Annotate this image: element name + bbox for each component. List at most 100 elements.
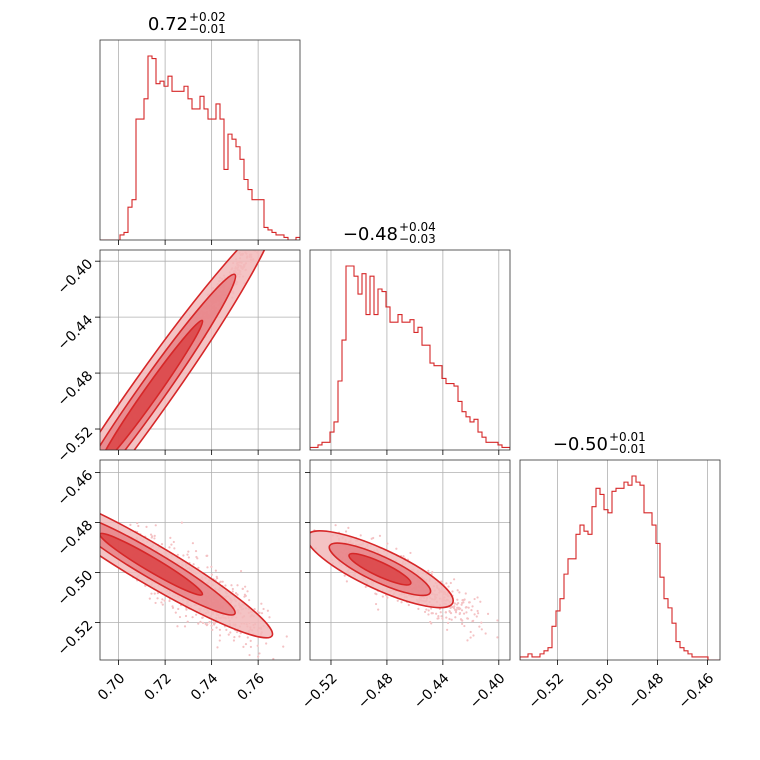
- sample-point: [177, 607, 180, 611]
- y-tick-label: −0.52: [55, 424, 97, 466]
- sample-point: [148, 597, 151, 600]
- sample-point: [269, 227, 271, 229]
- sample-point: [168, 546, 171, 549]
- sample-point: [229, 631, 232, 634]
- sample-point: [224, 584, 227, 587]
- sample-point: [244, 585, 247, 588]
- sample-point: [439, 611, 442, 614]
- scatter-panel-2-0: [100, 489, 288, 674]
- sample-point: [245, 248, 247, 250]
- sample-point: [215, 575, 218, 578]
- sample-point: [445, 616, 448, 619]
- sample-point: [400, 601, 403, 604]
- sample-point: [270, 221, 272, 223]
- sample-point: [244, 594, 247, 597]
- sample-point: [378, 534, 382, 537]
- sample-point: [129, 523, 132, 526]
- x-tick-label: −0.48: [626, 670, 668, 712]
- panel-frame: [519, 459, 721, 661]
- sample-point: [272, 657, 275, 660]
- parameter-title-minus: −0.01: [609, 442, 646, 456]
- sample-point: [496, 636, 499, 639]
- sample-point: [477, 612, 480, 615]
- sample-point: [238, 635, 241, 638]
- sample-point: [268, 616, 271, 619]
- sample-point: [435, 612, 438, 615]
- sample-point: [345, 580, 348, 583]
- sample-point: [286, 672, 288, 674]
- sample-point: [451, 590, 454, 593]
- density-contour-2: [100, 319, 204, 450]
- sample-point: [260, 602, 263, 605]
- sample-point: [249, 242, 251, 244]
- sample-point: [192, 563, 195, 566]
- sample-point: [201, 616, 204, 619]
- sample-point: [256, 241, 258, 243]
- sample-point: [473, 597, 476, 601]
- sample-point: [236, 593, 239, 596]
- sample-point: [465, 605, 468, 609]
- sample-point: [456, 589, 459, 592]
- sample-point: [423, 610, 427, 614]
- sample-point: [455, 603, 459, 606]
- sample-point: [458, 608, 461, 611]
- sample-point: [246, 245, 248, 247]
- sample-point: [456, 598, 459, 601]
- sample-point: [478, 625, 481, 628]
- data-layer: [100, 55, 720, 674]
- sample-point: [173, 547, 176, 550]
- sample-point: [262, 607, 265, 611]
- sample-point: [205, 554, 208, 558]
- sample-point: [409, 551, 412, 555]
- sample-point: [453, 605, 456, 608]
- panel-frame: [99, 459, 301, 661]
- sample-point: [282, 645, 285, 648]
- sample-point: [212, 623, 216, 626]
- sample-point: [153, 592, 156, 595]
- sample-point: [233, 635, 236, 639]
- sample-point: [170, 543, 173, 546]
- sample-point: [150, 536, 153, 539]
- x-tick-label: −0.46: [676, 670, 718, 712]
- ticks-layer: −0.52 −0.48 −0.44 −0.40 0.70 0.72 0.74 0.76 −0.5…: [55, 240, 718, 712]
- sample-point: [476, 596, 479, 599]
- sample-point: [178, 615, 182, 619]
- sample-point: [264, 233, 266, 235]
- titles-layer: 0.72 +0.02−0.01−0.48 +0.04−0.03−0.50 +0.01−…: [148, 10, 646, 456]
- sample-point: [454, 611, 458, 614]
- histogram-line-2: [520, 475, 720, 660]
- sample-point: [386, 542, 389, 545]
- sample-point: [449, 581, 452, 585]
- x-tick-label: 0.70: [95, 670, 128, 703]
- scatter-panel-2-1: [310, 524, 499, 642]
- sample-point: [195, 613, 198, 616]
- parameter-title-plus: +0.01: [609, 430, 646, 444]
- sample-point: [208, 621, 211, 624]
- sample-point: [154, 601, 157, 605]
- sample-point: [236, 584, 239, 587]
- sample-point: [136, 521, 139, 525]
- sample-point: [206, 566, 209, 569]
- sample-point: [232, 639, 236, 642]
- sample-point: [186, 620, 189, 623]
- sample-point: [407, 603, 410, 607]
- sample-point: [261, 242, 263, 244]
- sample-point: [230, 584, 233, 587]
- sample-point: [242, 645, 245, 648]
- sample-point: [149, 533, 153, 536]
- sample-point: [452, 578, 456, 581]
- sample-point: [191, 542, 194, 545]
- parameter-title-minus: −0.03: [399, 232, 436, 246]
- sample-point: [161, 598, 164, 601]
- sample-point: [372, 536, 375, 540]
- sample-point: [244, 642, 248, 646]
- sample-point: [218, 639, 221, 642]
- sample-point: [430, 607, 433, 610]
- sample-point: [460, 619, 463, 622]
- sample-point: [221, 580, 224, 583]
- sample-point: [464, 592, 467, 595]
- histogram-panel-2: [520, 475, 720, 660]
- sample-point: [396, 599, 399, 602]
- sample-point: [257, 655, 260, 658]
- sample-point: [206, 623, 209, 626]
